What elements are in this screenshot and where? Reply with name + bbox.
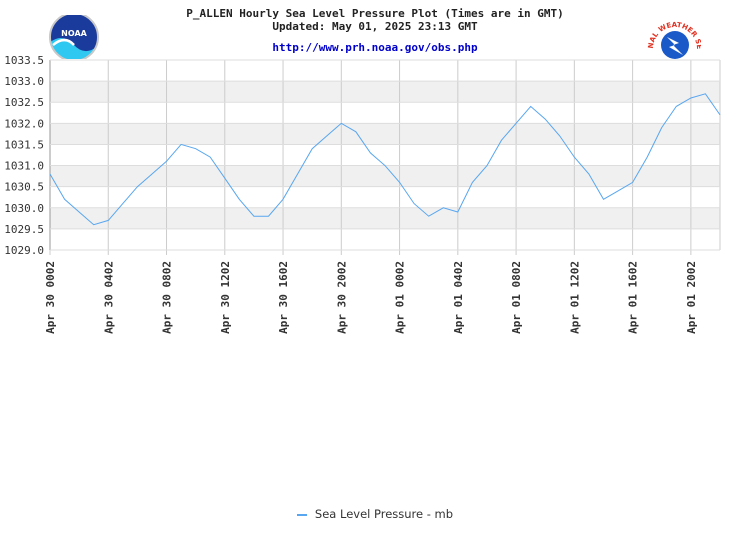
x-tick-label: Apr 01 0802 <box>510 261 523 334</box>
x-tick-label: Apr 30 1202 <box>219 261 232 334</box>
grid-band <box>50 60 720 82</box>
legend-label: Sea Level Pressure - mb <box>314 507 454 521</box>
y-tick-label: 1033.0 <box>4 75 44 88</box>
y-tick-label: 1032.5 <box>4 96 44 109</box>
grid-band <box>50 123 720 145</box>
legend-swatch <box>296 513 307 516</box>
x-tick-label: Apr 01 2002 <box>685 261 698 334</box>
x-tick-label: Apr 30 2002 <box>335 261 348 334</box>
source-url[interactable]: http://www.prh.noaa.gov/obs.php <box>272 41 478 54</box>
grid-band <box>50 102 720 124</box>
x-tick-label: Apr 30 0002 <box>44 261 57 334</box>
grid-band <box>50 81 720 103</box>
y-tick-label: 1031.5 <box>4 138 44 151</box>
x-tick-label: Apr 30 0402 <box>102 261 115 334</box>
grid-band <box>50 207 720 229</box>
grid-band <box>50 165 720 187</box>
grid-band <box>50 144 720 166</box>
grid-band <box>50 228 720 250</box>
legend: Sea Level Pressure - mb <box>0 507 750 521</box>
nws-logo: NATIONAL WEATHER SERVICE <box>645 15 701 59</box>
noaa-logo-text: NOAA <box>61 29 87 38</box>
series-line <box>49 93 721 226</box>
x-tick-label: Apr 01 1202 <box>568 261 581 334</box>
grid-band <box>50 186 720 208</box>
x-tick-label: Apr 30 1602 <box>277 261 290 334</box>
x-tick-label: Apr 01 1602 <box>627 261 640 334</box>
y-tick-label: 1030.5 <box>4 181 44 194</box>
x-tick-label: Apr 01 0402 <box>452 261 465 334</box>
y-tick-label: 1029.5 <box>4 223 44 236</box>
noaa-logo: NOAA <box>49 15 99 59</box>
y-tick-label: 1033.5 <box>4 54 44 67</box>
chart-title: P_ALLEN Hourly Sea Level Pressure Plot (… <box>186 7 564 20</box>
x-tick-label: Apr 30 0802 <box>161 261 174 334</box>
y-tick-label: 1031.0 <box>4 160 44 173</box>
x-tick-label: Apr 01 0002 <box>394 261 407 334</box>
y-tick-label: 1030.0 <box>4 202 44 215</box>
updated-timestamp: Updated: May 01, 2025 23:13 GMT <box>272 20 478 33</box>
y-tick-label: 1029.0 <box>4 244 44 257</box>
y-tick-label: 1032.0 <box>4 117 44 130</box>
